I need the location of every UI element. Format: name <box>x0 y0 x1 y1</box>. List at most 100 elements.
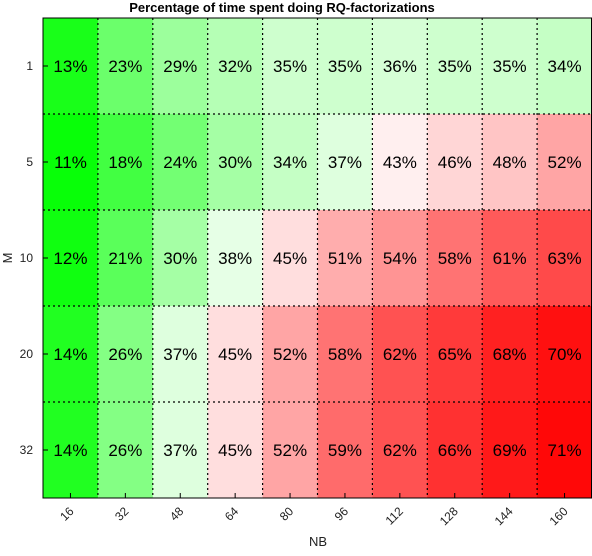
x-tick-label: 112 <box>383 504 407 528</box>
x-tick-label: 96 <box>332 504 352 524</box>
cell-value-label: 71% <box>548 441 582 460</box>
heatmap-cell <box>317 402 373 499</box>
cell-value-label: 37% <box>328 153 362 172</box>
cell-value-label: 30% <box>163 249 197 268</box>
heatmap-cell <box>372 210 428 307</box>
heatmap-cell <box>152 402 209 499</box>
heatmap-cell <box>207 306 264 403</box>
x-tick-label: 144 <box>492 504 516 528</box>
heatmap-cell <box>43 402 99 499</box>
cell-value-label: 34% <box>273 153 307 172</box>
cell-value-label: 61% <box>493 249 527 268</box>
cell-value-label: 11% <box>54 153 87 172</box>
heatmap-cell <box>427 306 483 403</box>
heatmap-cell <box>537 210 592 307</box>
heatmap-cell <box>207 18 264 115</box>
heatmap-cell <box>97 210 154 307</box>
chart-title: Percentage of time spent doing RQ-factor… <box>129 0 435 15</box>
cell-value-label: 58% <box>438 249 472 268</box>
cell-value-label: 69% <box>493 441 527 460</box>
heatmap-cell <box>262 402 318 499</box>
heatmap-cell <box>43 114 99 211</box>
heatmap-cell <box>427 114 483 211</box>
cell-value-label: 36% <box>383 57 417 76</box>
heatmap-cell <box>537 306 592 403</box>
y-tick-label: 10 <box>20 251 34 265</box>
heatmap-cell <box>97 402 154 499</box>
heatmap-cell <box>97 114 154 211</box>
cell-value-label: 62% <box>383 345 417 364</box>
heatmap-cell <box>537 402 592 499</box>
heatmap-cell <box>317 18 373 115</box>
cell-value-label: 26% <box>108 441 142 460</box>
cell-value-label: 52% <box>273 345 307 364</box>
cell-value-label: 26% <box>108 345 142 364</box>
x-tick-label: 160 <box>547 504 571 528</box>
heatmap-cell <box>427 18 483 115</box>
cell-value-label: 66% <box>438 441 472 460</box>
y-axis-label: M <box>0 253 15 264</box>
cell-value-label: 12% <box>53 249 87 268</box>
y-tick-label: 20 <box>20 347 34 361</box>
cell-value-label: 54% <box>383 249 417 268</box>
heatmap-cell <box>262 114 318 211</box>
cell-value-label: 52% <box>548 153 582 172</box>
heatmap-cell <box>262 306 318 403</box>
heatmap-cell <box>482 18 538 115</box>
x-tick-label: 64 <box>222 504 242 524</box>
cell-value-label: 32% <box>218 57 252 76</box>
heatmap-cell <box>482 114 538 211</box>
heatmap-cell <box>537 18 592 115</box>
heatmap-cell <box>372 306 428 403</box>
heatmap-cell <box>152 18 209 115</box>
y-tick-label: 1 <box>26 59 33 73</box>
cell-value-label: 35% <box>328 57 362 76</box>
heatmap-cell <box>207 114 264 211</box>
heatmap-cell <box>317 306 373 403</box>
heatmap-cell <box>372 18 428 115</box>
cell-value-label: 68% <box>493 345 527 364</box>
heatmap-cell <box>537 114 592 211</box>
grid-lines <box>43 18 592 498</box>
cell-value-label: 65% <box>438 345 472 364</box>
x-tick-label: 32 <box>112 504 132 524</box>
cell-value-label: 38% <box>218 249 252 268</box>
heatmap-cell <box>152 114 209 211</box>
cell-value-label: 35% <box>493 57 527 76</box>
heatmap-cell <box>482 402 538 499</box>
heatmap-cell <box>97 306 154 403</box>
cell-value-label: 18% <box>108 153 142 172</box>
heatmap-cells <box>43 18 592 499</box>
cell-value-label: 30% <box>218 153 252 172</box>
heatmap-cell <box>207 402 264 499</box>
heatmap-cell <box>482 306 538 403</box>
y-tick-label: 5 <box>26 155 33 169</box>
x-tick-label: 48 <box>167 504 187 524</box>
x-axis-label: NB <box>309 534 327 549</box>
cell-value-label: 62% <box>383 441 417 460</box>
y-tick-label: 32 <box>20 443 34 457</box>
x-tick-label: 128 <box>437 504 461 528</box>
heatmap-cell <box>427 402 483 499</box>
cell-value-label: 70% <box>548 345 582 364</box>
heatmap-cell <box>152 306 209 403</box>
heatmap-cell <box>317 114 373 211</box>
heatmap-cell <box>482 210 538 307</box>
heatmap-cell <box>427 210 483 307</box>
cell-value-label: 52% <box>273 441 307 460</box>
cell-value-label: 45% <box>218 441 252 460</box>
cell-value-labels: 13% 23% 29% 32% 35% 35% 36% 35% 35% 34% 11% 18% 24% 3… <box>53 57 581 460</box>
cell-value-label: 34% <box>548 57 582 76</box>
cell-value-label: 29% <box>163 57 197 76</box>
cell-value-label: 23% <box>108 57 142 76</box>
heatmap-cell <box>43 210 99 307</box>
heatmap-cell <box>262 18 318 115</box>
heatmap-cell <box>372 114 428 211</box>
x-tick-label: 80 <box>277 504 297 524</box>
cell-value-label: 45% <box>218 345 252 364</box>
cell-value-label: 43% <box>383 153 417 172</box>
heatmap-cell <box>317 210 373 307</box>
cell-value-label: 13% <box>53 57 87 76</box>
cell-value-label: 14% <box>53 345 87 364</box>
